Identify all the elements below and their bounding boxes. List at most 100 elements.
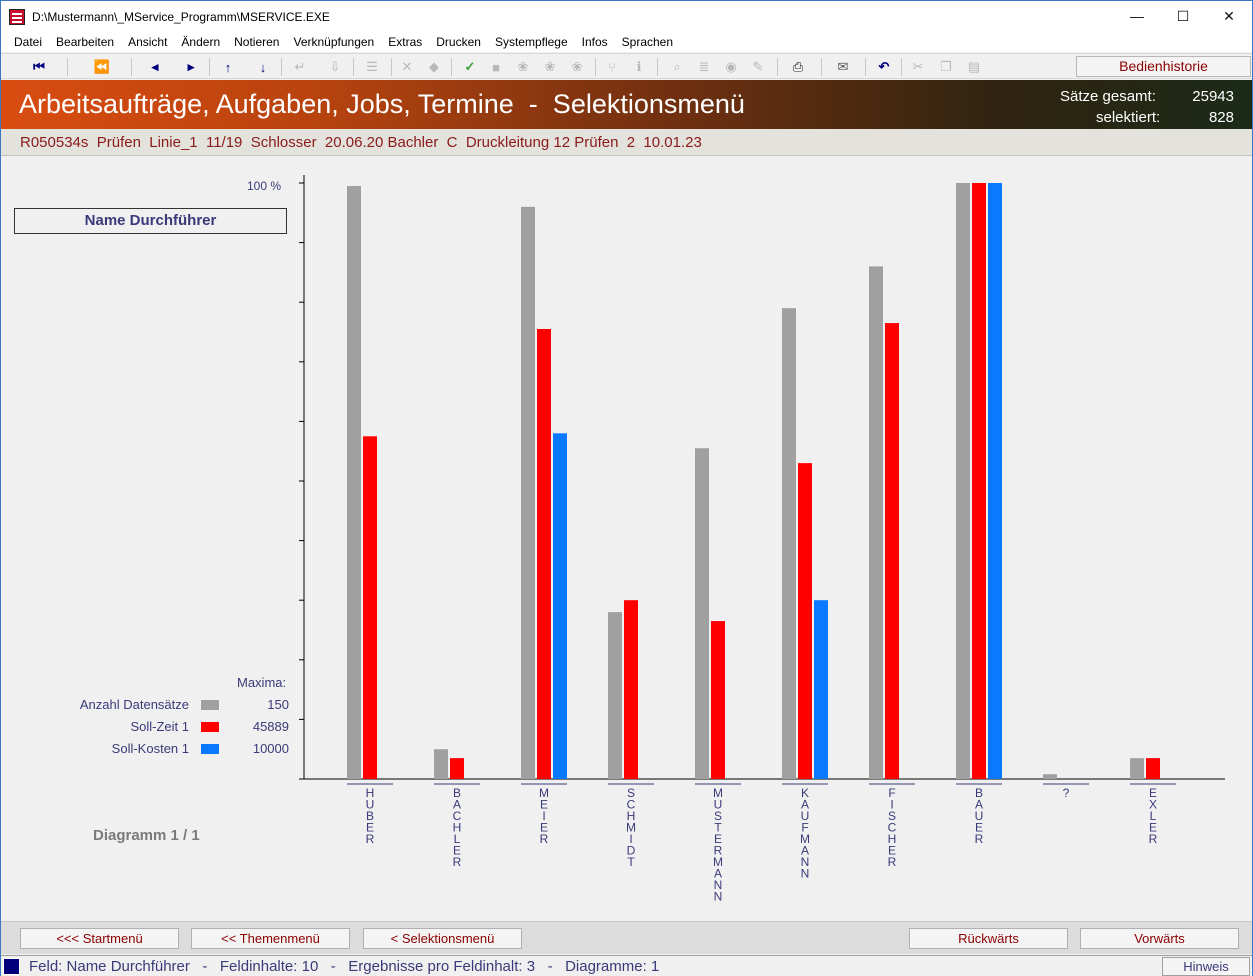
diagram-counter: Diagramm 1 / 1 xyxy=(93,827,200,844)
list-icon[interactable]: ☰ xyxy=(366,59,378,74)
import-icon[interactable]: ⇩ xyxy=(329,59,341,74)
maximize-button[interactable]: ☐ xyxy=(1176,7,1190,24)
menu-systempflege[interactable]: Systempflege xyxy=(494,35,568,49)
legend-name: Soll-Zeit 1 xyxy=(130,719,189,734)
close-button[interactable]: ✕ xyxy=(1223,7,1235,24)
field-name-box[interactable]: Name Durchführer xyxy=(14,208,287,234)
current-record-line: R050534s Prüfen Linie_1 11/19 Schlosser … xyxy=(1,129,1252,156)
legend-max-value: 10000 xyxy=(252,741,289,756)
eye-icon[interactable]: ◉ xyxy=(725,59,737,74)
info-icon[interactable]: ℹ xyxy=(636,59,642,74)
paint-icon[interactable]: ✎ xyxy=(752,59,764,74)
print-icon[interactable]: ⎙ xyxy=(792,59,804,74)
bar-fischer-series-0 xyxy=(869,266,883,779)
window-title: D:\Mustermann\_MService_Programm\MSERVIC… xyxy=(32,9,330,24)
erase-icon[interactable]: ◆ xyxy=(429,59,439,74)
back-button[interactable]: Rückwärts xyxy=(909,928,1068,949)
status-bar: Feld: Name Durchführer - Feldinhalte: 10… xyxy=(1,955,1252,976)
bar-huber-series-0 xyxy=(347,185,361,780)
bar-exler-series-0 xyxy=(1130,758,1144,779)
forward-button[interactable]: Vorwärts xyxy=(1080,928,1239,949)
legend-item: Soll-Zeit 1 45889 xyxy=(1,719,301,737)
bar-bachler-series-0 xyxy=(434,749,448,779)
table-icon[interactable]: ≣ xyxy=(698,59,710,74)
page-back-icon[interactable]: ⏪ xyxy=(93,59,111,74)
history-button[interactable]: Bedienhistorie xyxy=(1076,56,1251,77)
status-text: Feld: Name Durchführer - Feldinhalte: 10… xyxy=(29,958,660,975)
legend-swatch xyxy=(201,744,219,754)
binoculars-icon[interactable]: ⌕ xyxy=(673,59,681,74)
enter-icon[interactable]: ↵ xyxy=(294,59,306,74)
bar-kaufmann-series-1 xyxy=(798,463,812,779)
bar-chart: H U B E R B A C H L E R M E I E R S C H M I D T M U S T E R M A N N K A U F M A… xyxy=(299,175,1225,904)
bar-meier-series-0 xyxy=(521,206,535,780)
hint-button[interactable]: Hinweis xyxy=(1162,957,1250,976)
bar-schmidt-series-1 xyxy=(624,600,638,779)
confirm-icon[interactable]: ✓ xyxy=(464,59,476,74)
copy-icon[interactable]: ❐ xyxy=(940,59,952,74)
menu-sprachen[interactable]: Sprachen xyxy=(621,35,674,49)
legend-name: Anzahl Datensätze xyxy=(79,697,189,712)
bar-meier-series-2 xyxy=(553,433,567,779)
save-icon[interactable]: ■ xyxy=(492,59,500,75)
legend-item: Soll-Kosten 1 10000 xyxy=(1,741,301,759)
menu-datei[interactable]: Datei xyxy=(14,35,43,49)
delete-icon[interactable]: ✕ xyxy=(401,59,413,74)
bar-mustermann-series-1 xyxy=(711,621,725,779)
legend-swatch xyxy=(201,722,219,732)
bar-bauer-series-2 xyxy=(988,183,1002,779)
bar-schmidt-series-0 xyxy=(608,612,622,779)
theme-menu-button[interactable]: << Themenmenü xyxy=(191,928,350,949)
status-indicator xyxy=(3,958,20,975)
menu-extras[interactable]: Extras xyxy=(388,35,423,49)
bottom-nav: <<< Startmenü << Themenmenü < Selektions… xyxy=(1,921,1252,954)
bar-meier-series-1 xyxy=(537,329,551,779)
down-arrow-icon[interactable]: ↓ xyxy=(259,59,267,75)
menu-verknuepfungen[interactable]: Verknüpfungen xyxy=(293,35,375,49)
page-title: Arbeitsaufträge, Aufgaben, Jobs, Termine… xyxy=(19,89,745,119)
branch-icon[interactable]: ⑂ xyxy=(608,59,616,75)
link-blue-icon[interactable]: ❀ xyxy=(571,59,583,74)
menu-drucken[interactable]: Drucken xyxy=(436,35,481,49)
link-green-icon[interactable]: ❀ xyxy=(544,59,556,74)
total-records-value: 25943 xyxy=(1192,88,1234,105)
bar-mustermann-series-0 xyxy=(695,448,709,779)
paste-icon[interactable]: ▤ xyxy=(967,59,981,74)
title-bar: D:\Mustermann\_MService_Programm\MSERVIC… xyxy=(1,1,1252,32)
menu-notieren[interactable]: Notieren xyxy=(234,35,280,49)
up-arrow-icon[interactable]: ↑ xyxy=(224,59,232,75)
first-record-icon[interactable]: ⏮ xyxy=(33,59,45,74)
link-red-icon[interactable]: ❀ xyxy=(517,59,529,74)
y-axis-top-label: 100 % xyxy=(247,179,282,193)
app-icon xyxy=(9,8,25,25)
bar-bachler-series-1 xyxy=(450,758,464,779)
bar-bauer-series-1 xyxy=(972,183,986,779)
selected-records-label: selektiert: xyxy=(1096,109,1161,126)
next-icon[interactable]: ▸ xyxy=(187,59,195,74)
menu-infos[interactable]: Infos xyxy=(581,35,608,49)
minimize-button[interactable]: — xyxy=(1130,8,1144,24)
start-menu-button[interactable]: <<< Startmenü xyxy=(20,928,179,949)
prev-icon[interactable]: ◂ xyxy=(151,59,159,74)
selection-menu-button[interactable]: < Selektionsmenü xyxy=(363,928,522,949)
mail-icon[interactable]: ✉ xyxy=(837,59,849,74)
legend-name: Soll-Kosten 1 xyxy=(111,741,189,756)
menu-ansicht[interactable]: Ansicht xyxy=(128,35,168,49)
undo-icon[interactable]: ↶ xyxy=(878,59,890,74)
bar-fischer-series-1 xyxy=(885,323,899,779)
menu-bearbeiten[interactable]: Bearbeiten xyxy=(56,35,115,49)
bar-kaufmann-series-0 xyxy=(782,308,796,779)
bar-unknown-series-0 xyxy=(1043,774,1057,779)
cut-icon[interactable]: ✂ xyxy=(912,59,924,74)
legend-swatch xyxy=(201,700,219,710)
menu-aendern[interactable]: Ändern xyxy=(181,35,221,49)
